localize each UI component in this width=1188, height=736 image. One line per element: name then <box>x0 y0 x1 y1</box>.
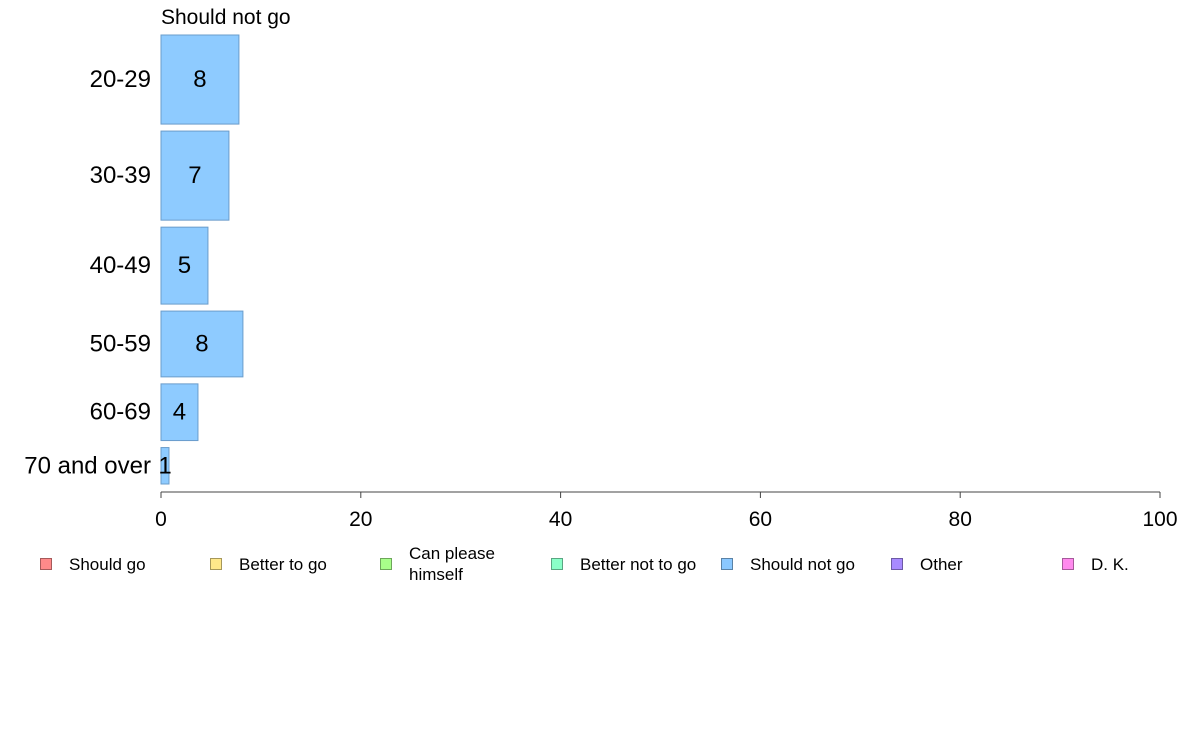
x-tick-label: 100 <box>1142 508 1177 531</box>
legend: Should go Better to go Can please himself B… <box>0 540 1188 590</box>
legend-item: Other <box>891 540 963 588</box>
legend-swatch <box>40 558 52 570</box>
legend-item: Should not go <box>721 540 855 588</box>
chart-title: Should not go <box>161 6 291 29</box>
data-label: 8 <box>195 330 208 357</box>
x-tick-label: 0 <box>155 508 167 531</box>
bar <box>160 130 230 221</box>
category-label: 20-29 <box>90 66 151 93</box>
data-label: 1 <box>158 452 171 479</box>
bar <box>160 310 244 378</box>
bar <box>160 226 209 305</box>
legend-label: D. K. <box>1091 554 1129 574</box>
legend-swatch <box>1062 558 1074 570</box>
legend-item: Should go <box>40 540 146 588</box>
legend-label: Better not to go <box>580 554 697 574</box>
category-label: 40-49 <box>90 252 151 279</box>
category-label: 60-69 <box>90 399 151 426</box>
legend-label: Can please himself <box>409 544 496 584</box>
x-tick-label: 80 <box>949 508 972 531</box>
data-label: 4 <box>173 399 186 426</box>
legend-item: Can please himself <box>380 540 495 588</box>
legend-label: Better to go <box>239 554 327 574</box>
legend-item: D. K. <box>1062 540 1129 588</box>
category-label: 50-59 <box>90 330 151 357</box>
chart: Should not go 8 20-29 7 30-39 5 40-49 8 50-59 4 60… <box>24 6 1177 531</box>
legend-swatch <box>891 558 903 570</box>
bar <box>160 34 240 125</box>
legend-label: Other <box>920 554 963 574</box>
legend-label: Should go <box>69 554 146 574</box>
x-tick-label: 40 <box>549 508 572 531</box>
data-label: 7 <box>188 162 201 189</box>
legend-swatch <box>210 558 222 570</box>
category-label: 70 and over <box>24 452 151 479</box>
bar <box>160 383 199 442</box>
x-tick-label: 20 <box>349 508 372 531</box>
legend-swatch <box>721 558 733 570</box>
category-label: 30-39 <box>90 162 151 189</box>
data-label: 8 <box>193 66 206 93</box>
legend-swatch <box>551 558 563 570</box>
data-label: 5 <box>178 252 191 279</box>
legend-item: Better to go <box>210 540 327 588</box>
legend-item: Better not to go <box>551 540 696 588</box>
x-tick-label: 60 <box>749 508 772 531</box>
legend-swatch <box>380 558 392 570</box>
bar <box>160 447 170 485</box>
legend-label: Should not go <box>750 554 855 574</box>
